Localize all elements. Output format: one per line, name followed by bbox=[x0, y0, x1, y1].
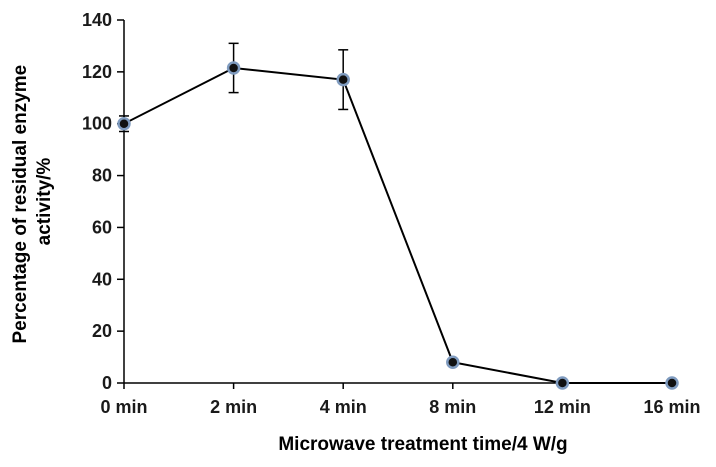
x-tick-label-0: 0 min bbox=[100, 397, 147, 417]
x-tick-label-4: 12 min bbox=[534, 397, 591, 417]
y-axis-title-line-2: activity/% bbox=[34, 158, 55, 246]
y-tick-label-80: 80 bbox=[92, 166, 112, 186]
y-axis-title-line-1: Percentage of residual enzyme bbox=[10, 65, 31, 344]
y-tick-label-100: 100 bbox=[82, 114, 112, 134]
data-point-2 bbox=[336, 72, 350, 87]
data-point-3 bbox=[446, 355, 460, 370]
y-tick-label-40: 40 bbox=[92, 269, 112, 289]
y-axis-title: Percentage of residual enzyme activity/% bbox=[10, 59, 55, 343]
data-point-1 bbox=[226, 61, 241, 75]
y-tick-label-140: 140 bbox=[82, 10, 112, 30]
y-tick-group: 0 20 40 60 80 100 120 140 bbox=[82, 10, 124, 393]
data-point-4 bbox=[555, 376, 570, 390]
y-tick-label-0: 0 bbox=[102, 373, 112, 393]
data-point-5 bbox=[665, 376, 679, 390]
y-tick-label-120: 120 bbox=[82, 62, 112, 82]
y-tick-label-60: 60 bbox=[92, 217, 112, 237]
x-axis-title: Microwave treatment time/4 W/g bbox=[278, 434, 567, 455]
x-tick-label-1: 2 min bbox=[210, 397, 257, 417]
x-tick-label-3: 8 min bbox=[429, 397, 476, 417]
data-point-0 bbox=[117, 116, 131, 131]
series-line bbox=[123, 66, 672, 384]
x-tick-group: 0 min 2 min 4 min 8 min 12 min 16 min bbox=[100, 383, 701, 417]
y-tick-label-20: 20 bbox=[92, 321, 112, 341]
x-tick-label-2: 4 min bbox=[320, 397, 367, 417]
marker-group bbox=[117, 61, 679, 390]
x-tick-label-5: 16 min bbox=[643, 397, 700, 417]
error-bar-group bbox=[119, 42, 349, 133]
